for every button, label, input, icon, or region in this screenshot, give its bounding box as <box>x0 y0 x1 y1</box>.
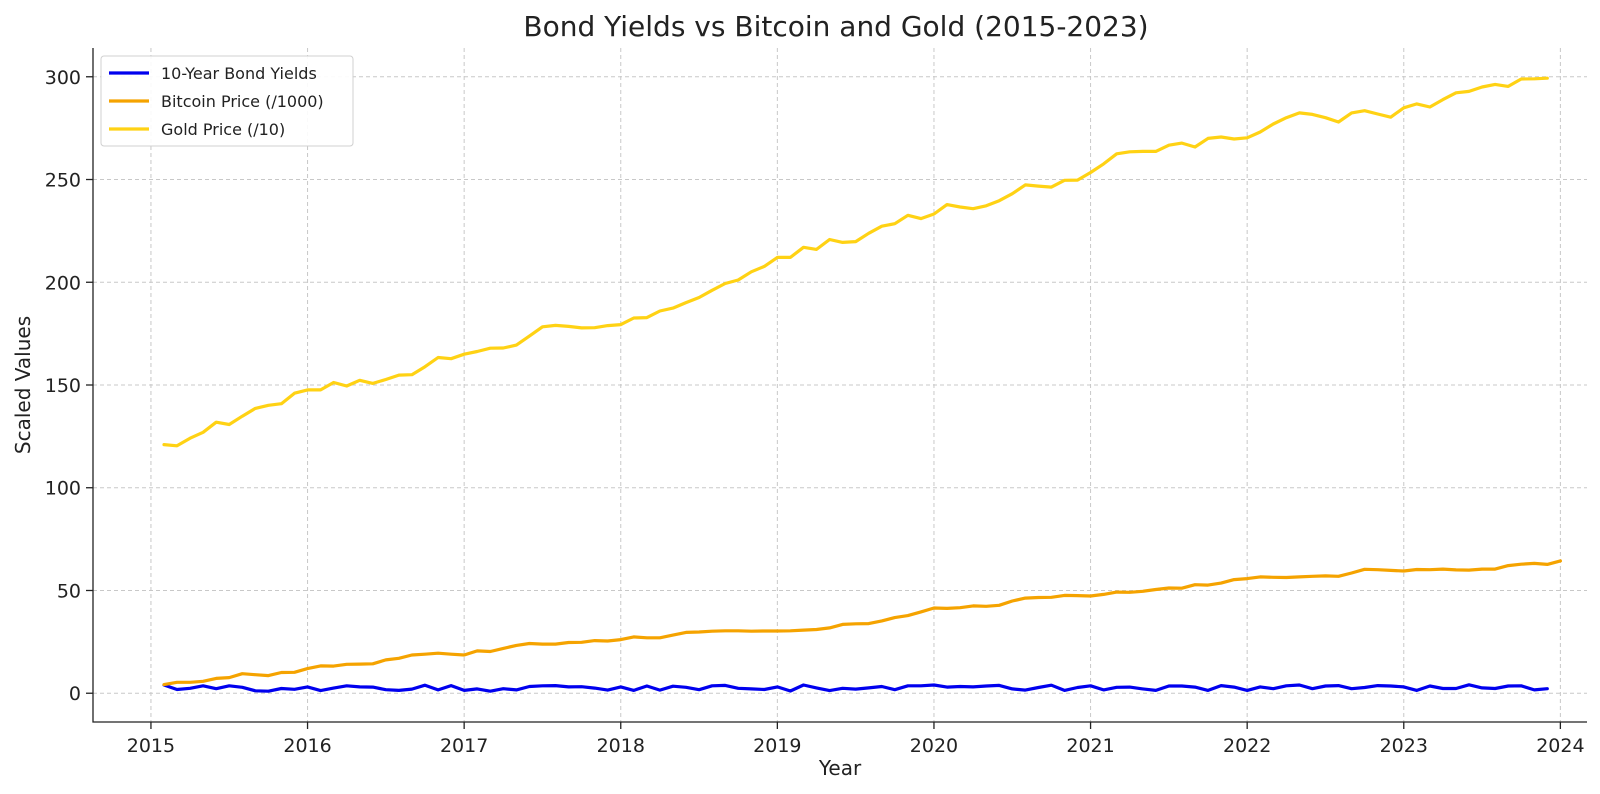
chart-title: Bond Yields vs Bitcoin and Gold (2015-20… <box>523 10 1148 43</box>
legend-entry-label: 10-Year Bond Yields <box>161 64 317 83</box>
axes: 2015 2016 2017 2018 2019 2020 2021 2022 2023 2024… <box>45 48 1587 757</box>
x-tick-label: 2023 <box>1380 735 1428 757</box>
y-tick-label: 100 <box>45 478 81 500</box>
x-tick-label: 2021 <box>1066 735 1114 757</box>
x-tick-label: 2018 <box>597 735 645 757</box>
x-tick-label: 2017 <box>440 735 488 757</box>
legend: 10-Year Bond Yields Bitcoin Price (/1000)… <box>100 55 354 147</box>
series-line-2 <box>162 76 1549 448</box>
y-tick-label: 0 <box>69 683 81 705</box>
legend-entry-label: Gold Price (/10) <box>161 120 285 139</box>
legend-entry-label: Bitcoin Price (/1000) <box>161 92 324 111</box>
y-tick-label: 50 <box>57 580 81 602</box>
y-tick-label: 200 <box>45 272 81 294</box>
x-tick-label: 2024 <box>1536 735 1584 757</box>
x-tick-label: 2015 <box>127 735 175 757</box>
y-tick-label: 250 <box>45 170 81 192</box>
x-axis-label: Year <box>818 756 862 780</box>
y-axis-label: Scaled Values <box>11 316 35 454</box>
y-tick-label: 300 <box>45 67 81 89</box>
axis-spines <box>92 48 1587 723</box>
legend-box <box>100 55 354 147</box>
plot-area <box>162 76 1563 693</box>
x-tick-label: 2019 <box>753 735 801 757</box>
series-line-0 <box>162 683 1549 693</box>
x-tick-label: 2022 <box>1223 735 1271 757</box>
y-tick-label: 150 <box>45 375 81 397</box>
x-tick-label: 2020 <box>910 735 958 757</box>
x-tick-label: 2016 <box>283 735 331 757</box>
series-line-1 <box>162 559 1563 687</box>
grid <box>93 48 1587 722</box>
